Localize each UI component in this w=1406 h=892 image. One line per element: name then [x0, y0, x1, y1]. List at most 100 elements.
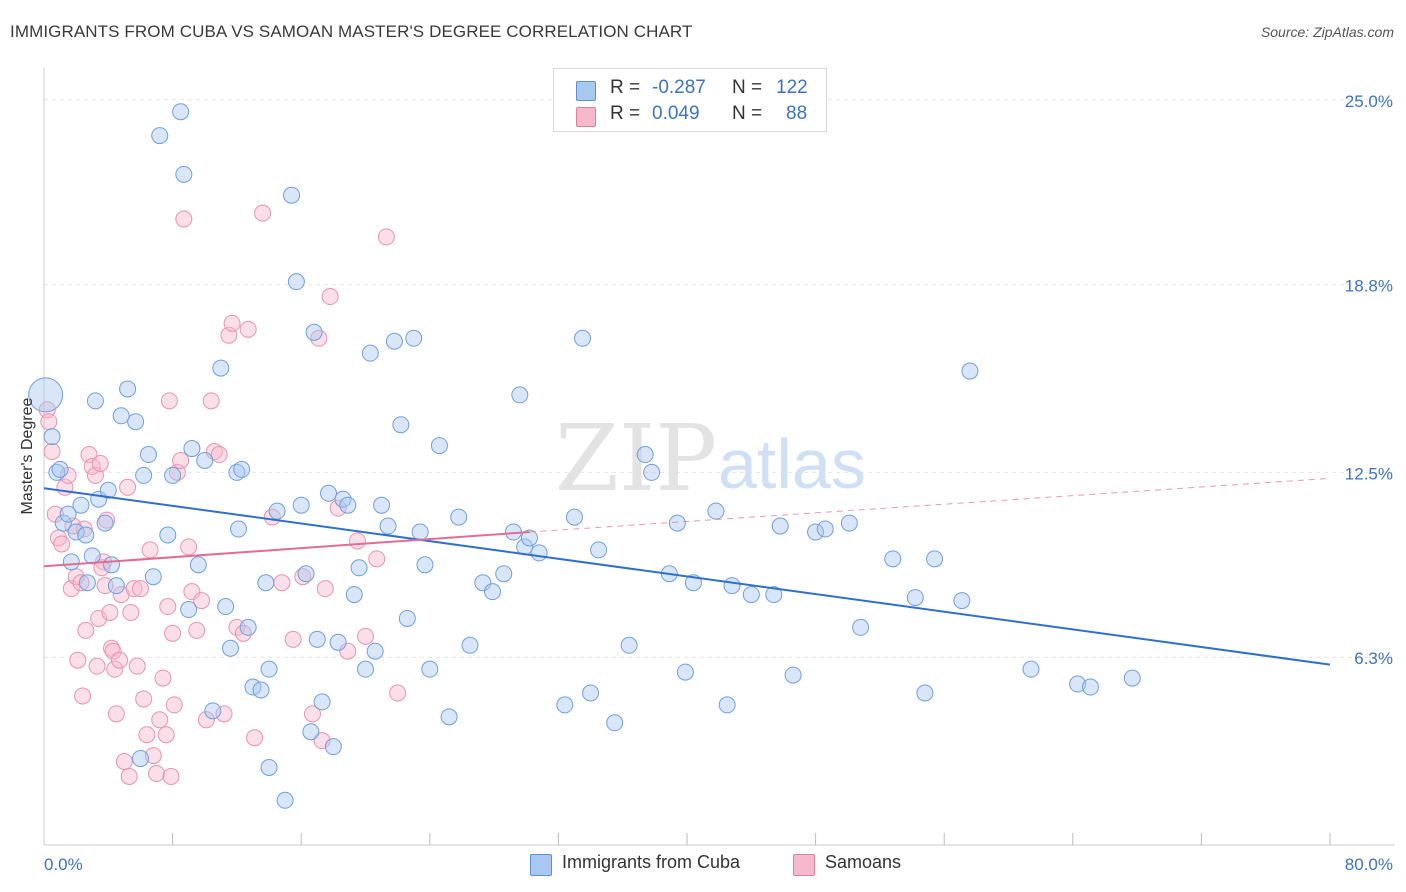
cuba-point	[313, 693, 331, 711]
bottom-legend-label-cuba: Immigrants from Cuba	[562, 852, 741, 872]
cuba-point	[1069, 675, 1087, 693]
x-tick-label: 80.0%	[1345, 855, 1393, 874]
samoans-point	[91, 454, 109, 472]
cuba-point	[103, 556, 121, 574]
cuba-point	[96, 514, 114, 532]
cuba-point	[1081, 678, 1099, 696]
samoans-point	[90, 609, 108, 627]
cuba-point	[127, 413, 145, 431]
cuba-point	[183, 440, 201, 458]
samoans-point	[141, 541, 159, 559]
samoans-point	[111, 651, 129, 669]
cuba-point	[816, 520, 834, 538]
samoans-point	[40, 413, 58, 431]
cuba-point	[483, 583, 501, 601]
bottom-legend-swatch-samoans	[793, 854, 815, 876]
bottom-legend-label-samoans: Samoans	[825, 852, 902, 872]
cuba-point	[405, 329, 423, 347]
cuba-point	[385, 332, 403, 350]
cuba-point	[668, 514, 686, 532]
cuba-point	[131, 750, 149, 768]
samoans-point	[210, 446, 228, 464]
samoans-point	[164, 624, 182, 642]
samoans-point	[284, 630, 302, 648]
cuba-point	[495, 565, 513, 583]
cuba-point	[86, 392, 104, 410]
cuba-point	[324, 738, 342, 756]
legend-swatch-samoans	[576, 107, 596, 127]
cuba-point	[180, 601, 198, 619]
cuba-point	[287, 273, 305, 291]
cuba-point	[511, 386, 529, 404]
cuba-point	[852, 618, 870, 636]
cuba-point	[99, 481, 117, 499]
cuba-point	[83, 547, 101, 565]
cuba-point	[62, 553, 80, 571]
cuba-point	[926, 550, 944, 568]
samoans-point	[74, 687, 92, 705]
samoans-point	[193, 592, 211, 610]
y-axis-label: Master's Degree	[19, 397, 36, 514]
cuba-point	[54, 514, 72, 532]
samoans-point	[160, 392, 178, 410]
samoans-point	[103, 639, 121, 657]
samoans-point	[172, 451, 190, 469]
cuba-point	[268, 502, 286, 520]
samoans-point	[313, 732, 331, 750]
samoans-point	[162, 767, 180, 785]
cuba-point	[520, 529, 538, 547]
cuba-point	[345, 586, 363, 604]
cuba-point	[807, 523, 825, 541]
cuba-point	[366, 642, 384, 660]
samoans-point	[53, 535, 71, 553]
cuba-point	[590, 541, 608, 559]
samoans-point	[316, 580, 334, 598]
cuba-point	[233, 460, 251, 478]
cuba-point	[1022, 660, 1040, 678]
cuba-point	[260, 660, 278, 678]
samoans-point	[321, 288, 339, 306]
cuba-point	[239, 618, 257, 636]
samoans-point	[43, 443, 61, 461]
cuba-point	[107, 577, 125, 595]
cuba-point	[43, 428, 61, 446]
cuba-point	[252, 681, 270, 699]
cuba-point	[221, 639, 239, 657]
cuba-point	[450, 508, 468, 526]
cuba-point	[742, 586, 760, 604]
samoans-point	[215, 705, 233, 723]
cuba-point	[320, 484, 338, 502]
samoans-point	[69, 651, 87, 669]
cuba-point	[305, 323, 323, 341]
cuba-point	[350, 559, 368, 577]
legend-n-label: N =	[732, 103, 763, 124]
samoans-point	[151, 711, 169, 729]
cuba-point	[189, 556, 207, 574]
y-tick-label: 18.8%	[1345, 277, 1393, 296]
samoans-point	[159, 598, 177, 616]
cuba-point	[67, 523, 85, 541]
cuba-point	[676, 663, 694, 681]
samoans-point	[115, 753, 133, 771]
samoans-point	[131, 580, 149, 598]
samoans-point	[180, 538, 198, 556]
cuba-point	[59, 505, 77, 523]
cuba-point	[784, 666, 802, 684]
legend-r-label: R =	[610, 103, 641, 124]
samoans-point	[106, 660, 124, 678]
cuba-point	[260, 759, 278, 776]
cuba-point	[636, 446, 654, 464]
grid-lines	[44, 99, 1395, 658]
samoans-point	[175, 210, 193, 228]
cuba-point	[276, 791, 294, 809]
samoans-point	[125, 580, 143, 598]
cuba-point	[379, 517, 397, 535]
samoans-point	[246, 729, 264, 747]
cuba-point	[357, 660, 374, 678]
samoans-point	[273, 574, 291, 592]
y-tick-label: 25.0%	[1345, 92, 1393, 111]
samoans-point	[197, 711, 215, 729]
samoans-point	[254, 204, 272, 222]
cuba-point	[135, 466, 153, 484]
samoans-point	[202, 392, 220, 410]
